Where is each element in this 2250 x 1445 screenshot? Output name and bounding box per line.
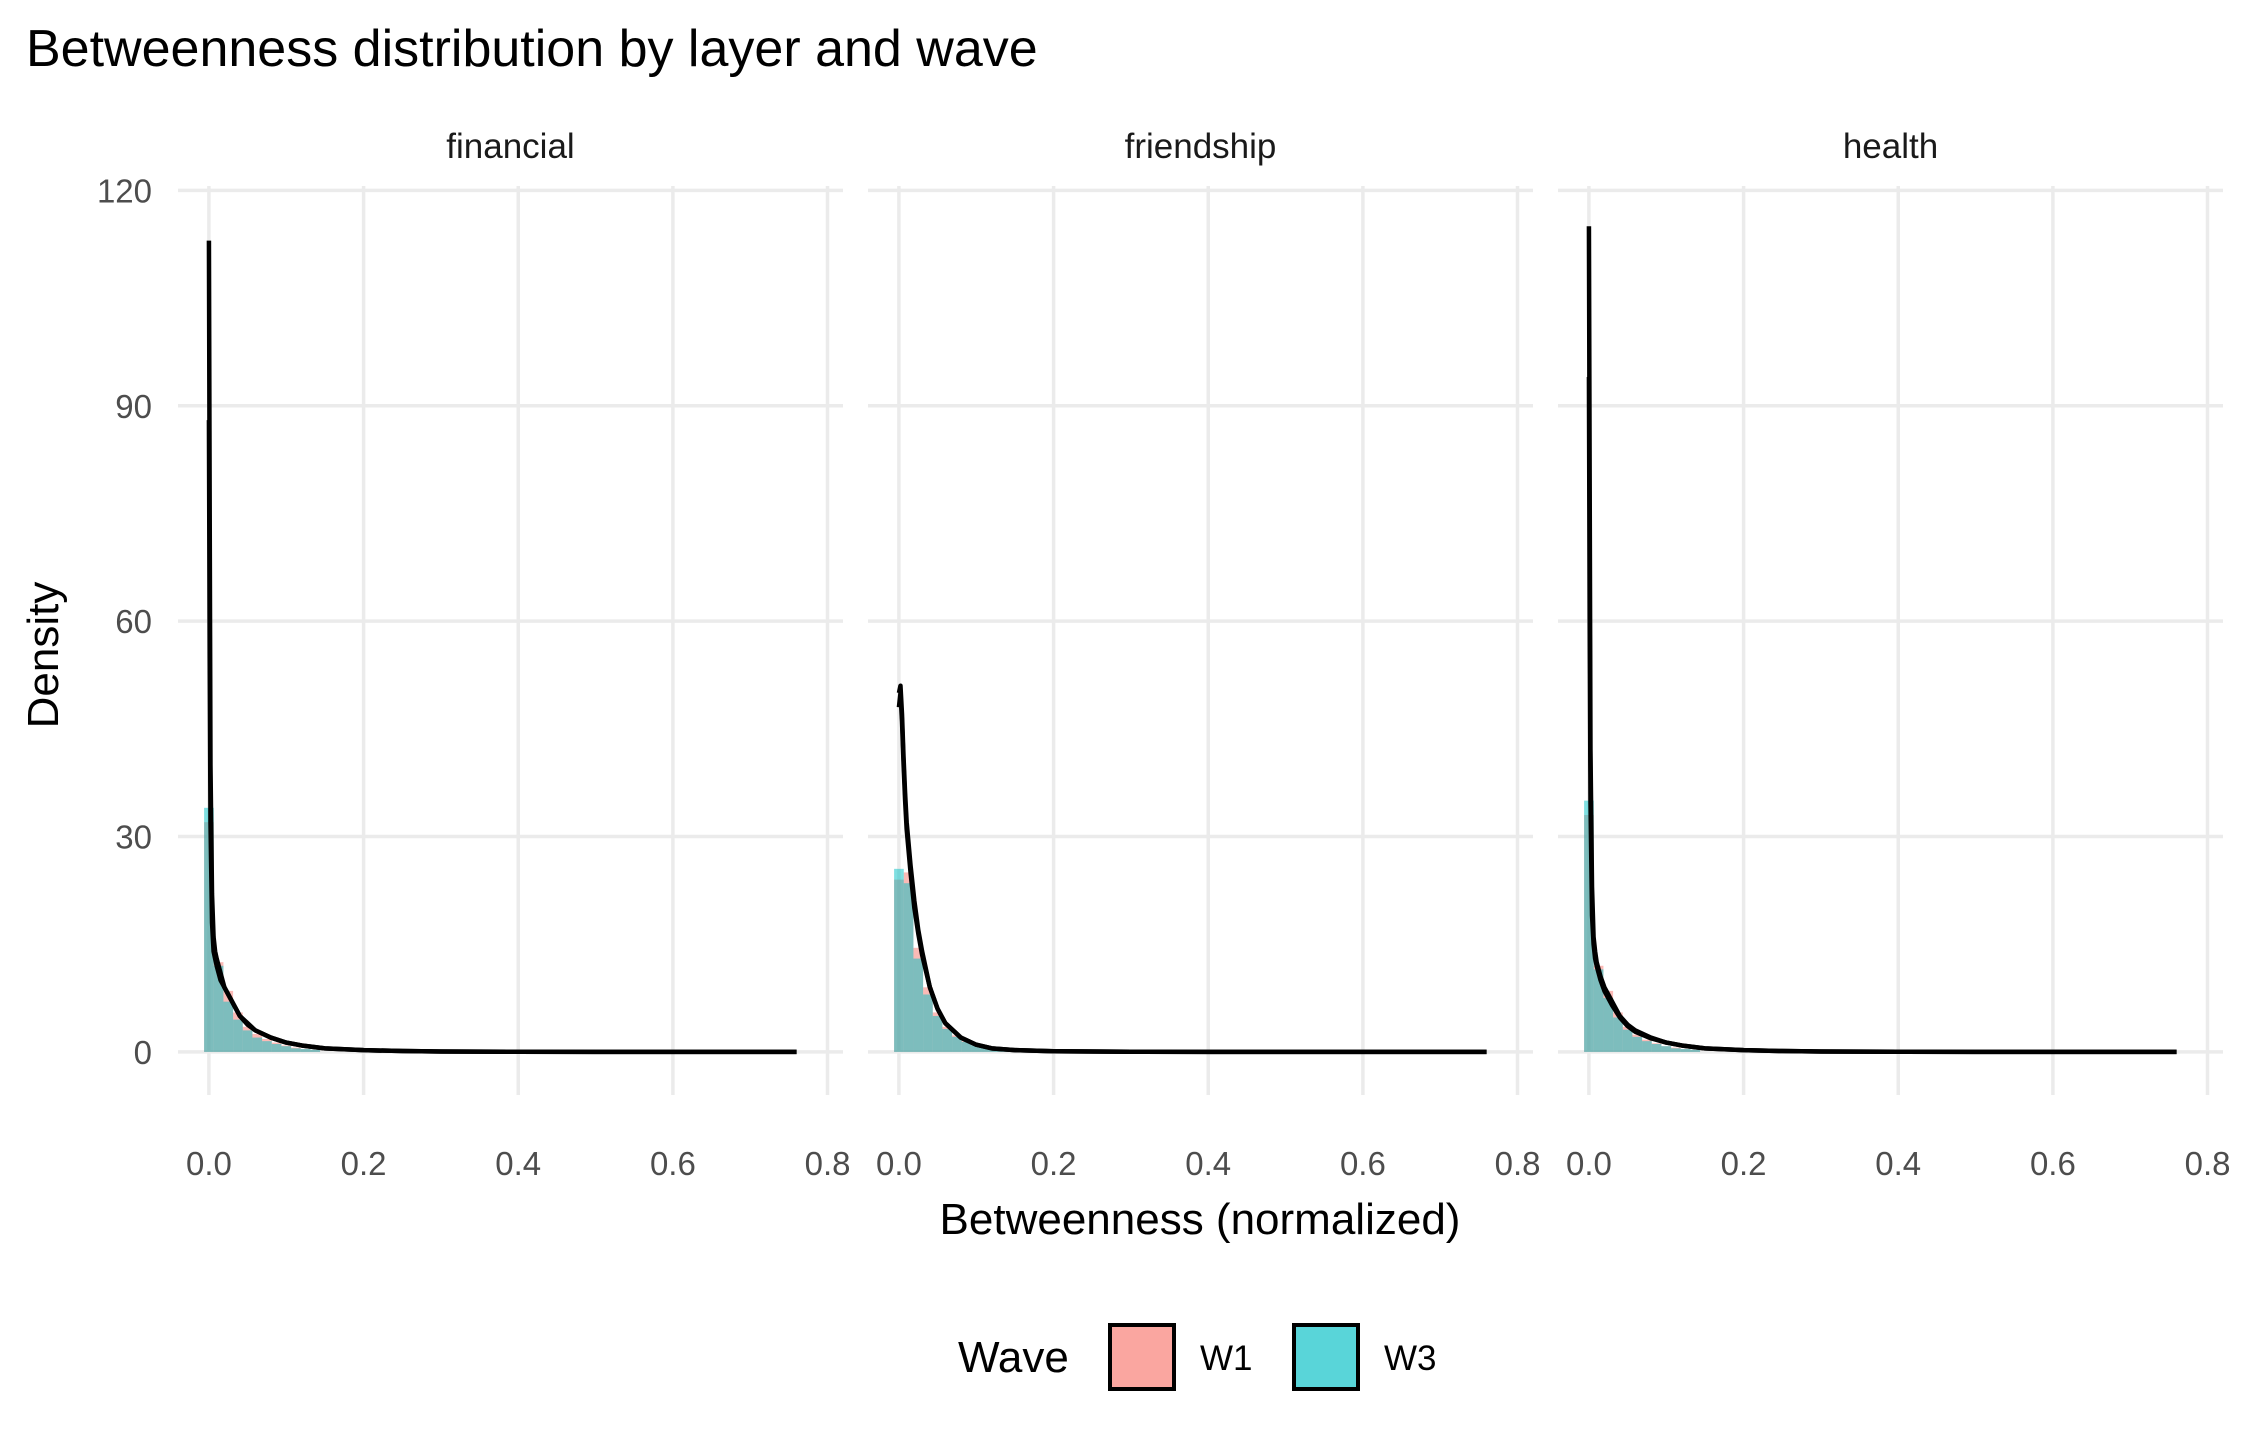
y-tick-label: 120 (97, 172, 152, 209)
hist-bar-w3 (310, 1049, 321, 1052)
hist-bar-w3 (271, 1044, 282, 1052)
density-line-w3 (896, 683, 1487, 1055)
x-tick-label: 0.6 (1340, 1145, 1386, 1182)
hist-bar-w3 (981, 1047, 991, 1052)
y-tick-label: 90 (115, 388, 152, 425)
panel-health: health 0.0 0.2 0.4 0.6 0.8 (1558, 127, 2230, 1182)
hist-bar-w3 (1613, 1017, 1623, 1052)
x-tick-label: 0.4 (495, 1145, 541, 1182)
legend-swatch-w1 (1108, 1323, 1176, 1391)
x-tick-label: 0.6 (650, 1145, 696, 1182)
hist-bar-w3 (291, 1048, 301, 1052)
hist-bar-w3 (952, 1036, 962, 1052)
y-tick-label: 60 (115, 603, 152, 640)
x-tick-label: 0.0 (186, 1145, 232, 1182)
chart-title: Betweenness distribution by layer and wa… (26, 20, 1038, 78)
hist-bar-w3 (233, 1019, 243, 1052)
x-tick-label: 0.0 (876, 1145, 922, 1182)
legend-title: Wave (958, 1333, 1069, 1382)
hist-bar-w3 (213, 965, 224, 1052)
legend-label-w1: W1 (1200, 1339, 1253, 1378)
hist-bar-w3 (223, 1001, 234, 1052)
panel-friendship: friendship 0.0 0.2 0.4 0.6 0.8 (868, 127, 1540, 1182)
hist-bar-w3 (300, 1049, 311, 1052)
hist-bar-w3 (1593, 969, 1604, 1052)
strip-label-financial: financial (446, 127, 574, 166)
hist-bar-w3 (942, 1028, 953, 1052)
legend-label-w3: W3 (1384, 1339, 1437, 1378)
hist-bar-w3 (913, 958, 924, 1052)
hist-bar-w3 (971, 1045, 982, 1052)
x-tick-label: 0.2 (341, 1145, 387, 1182)
x-tick-label: 0.8 (1495, 1145, 1541, 1182)
hist-bar-w3 (281, 1046, 292, 1052)
hist-bar-w3 (894, 868, 904, 1052)
legend-swatch-w3 (1292, 1323, 1360, 1391)
legend: Wave W1 W3 (958, 1323, 1437, 1391)
hist-bar-w3 (242, 1030, 253, 1052)
x-tick-label: 0.6 (2030, 1145, 2076, 1182)
hist-bar-w3 (1651, 1044, 1662, 1052)
panel-financial: financial 0.0 0.2 0.4 0.6 0.8 0 30 60 90 120 (97, 127, 851, 1182)
x-tick-label: 0.4 (1875, 1145, 1921, 1182)
hist-bar-w3 (961, 1041, 972, 1052)
hist-bar-w3 (1632, 1036, 1643, 1052)
y-tick-label: 0 (134, 1034, 152, 1071)
strip-label-health: health (1843, 127, 1938, 166)
hist-bar-w3 (932, 1016, 943, 1052)
hist-bar-w3 (923, 994, 933, 1052)
hist-bar-w3 (903, 883, 914, 1052)
strip-label-friendship: friendship (1125, 127, 1277, 166)
x-tick-label: 0.2 (1721, 1145, 1767, 1182)
hist-bar-w3 (1622, 1029, 1633, 1052)
hist-bar-w3 (1690, 1049, 1701, 1052)
density-line-w3 (1586, 226, 2177, 1055)
hist-bar-w3 (252, 1037, 263, 1052)
hist-bar-w3 (204, 807, 214, 1052)
hist-bar-w3 (1671, 1048, 1681, 1052)
hist-bar-w3 (1603, 998, 1614, 1052)
y-axis-title: Density (19, 582, 68, 729)
hist-bar-w3 (1642, 1041, 1652, 1052)
x-tick-label: 0.4 (1185, 1145, 1231, 1182)
y-tick-label: 30 (115, 819, 152, 856)
x-tick-label: 0.2 (1031, 1145, 1077, 1182)
x-tick-label: 0.0 (1566, 1145, 1612, 1182)
x-axis-title: Betweenness (normalized) (940, 1195, 1461, 1244)
x-tick-label: 0.8 (2185, 1145, 2231, 1182)
facet-panels: financial 0.0 0.2 0.4 0.6 0.8 0 30 60 90 120 friend… (97, 127, 2231, 1182)
hist-bar-w3 (262, 1041, 272, 1052)
x-tick-label: 0.8 (805, 1145, 851, 1182)
hist-bar-w3 (1680, 1049, 1691, 1052)
hist-bar-w3 (1661, 1046, 1672, 1052)
hist-bar-w3 (1584, 800, 1594, 1052)
density-line-w3 (206, 240, 797, 1055)
